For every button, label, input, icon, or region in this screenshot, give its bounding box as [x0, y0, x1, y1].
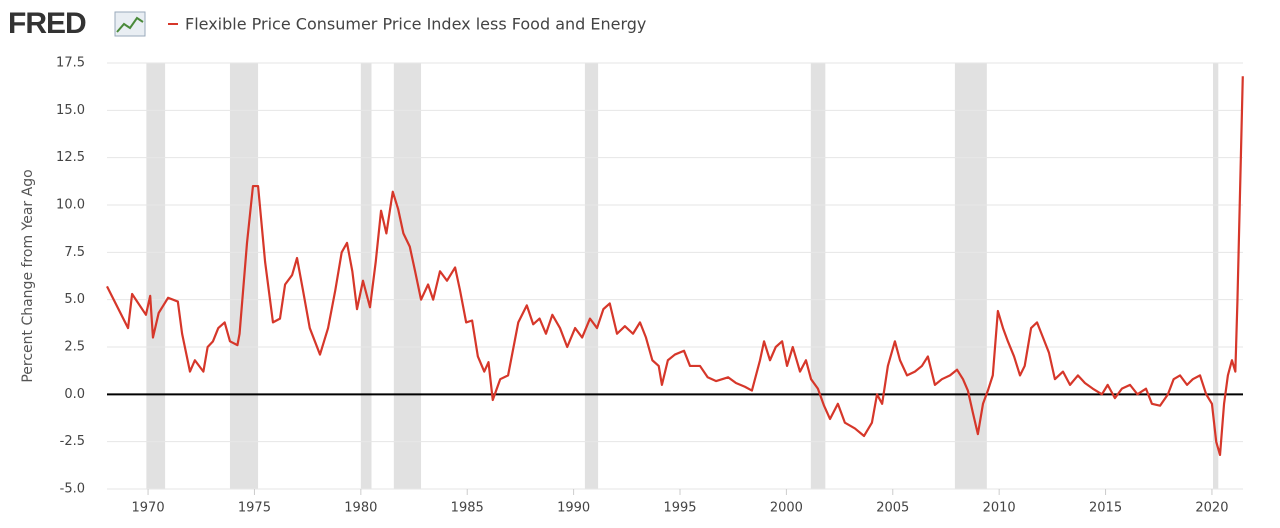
- series-line: [106, 76, 1244, 457]
- x-tick-label: 2015: [1089, 501, 1122, 516]
- y-tick-label: 15.0: [56, 103, 85, 118]
- y-tick-label: -5.0: [60, 482, 85, 497]
- y-tick-label: 12.5: [56, 150, 85, 165]
- x-tick-label: 2010: [983, 501, 1016, 516]
- y-tick-label: -2.5: [60, 434, 85, 449]
- y-tick-label: 10.0: [56, 198, 85, 213]
- recession-band: [360, 63, 372, 489]
- recession-band: [146, 63, 166, 489]
- y-tick-label: 0.0: [64, 387, 85, 402]
- y-tick-label: 17.5: [56, 56, 85, 71]
- y-tick-label: 7.5: [64, 245, 85, 260]
- x-tick-label: 2005: [876, 501, 909, 516]
- x-tick-label: 1970: [132, 501, 165, 516]
- x-tick-label: 2020: [1195, 501, 1228, 516]
- legend-label: Flexible Price Consumer Price Index less…: [185, 15, 646, 34]
- y-tick-label: 2.5: [64, 340, 85, 355]
- x-tick-label: 1980: [344, 501, 377, 516]
- x-tick-label: 1990: [557, 501, 590, 516]
- recession-band: [810, 63, 826, 489]
- recession-band: [954, 63, 987, 489]
- y-tick-label: 5.0: [64, 292, 85, 307]
- x-tick-label: 1995: [663, 501, 696, 516]
- recession-band: [1212, 63, 1219, 489]
- brand-logo: FRED: [8, 7, 86, 40]
- logo-icon: [114, 11, 146, 37]
- x-tick-label: 1975: [238, 501, 271, 516]
- x-tick-label: 2000: [770, 501, 803, 516]
- y-axis-label: Percent Change from Year Ago: [20, 169, 36, 382]
- x-tick-label: 1985: [451, 501, 484, 516]
- recession-band: [584, 63, 599, 489]
